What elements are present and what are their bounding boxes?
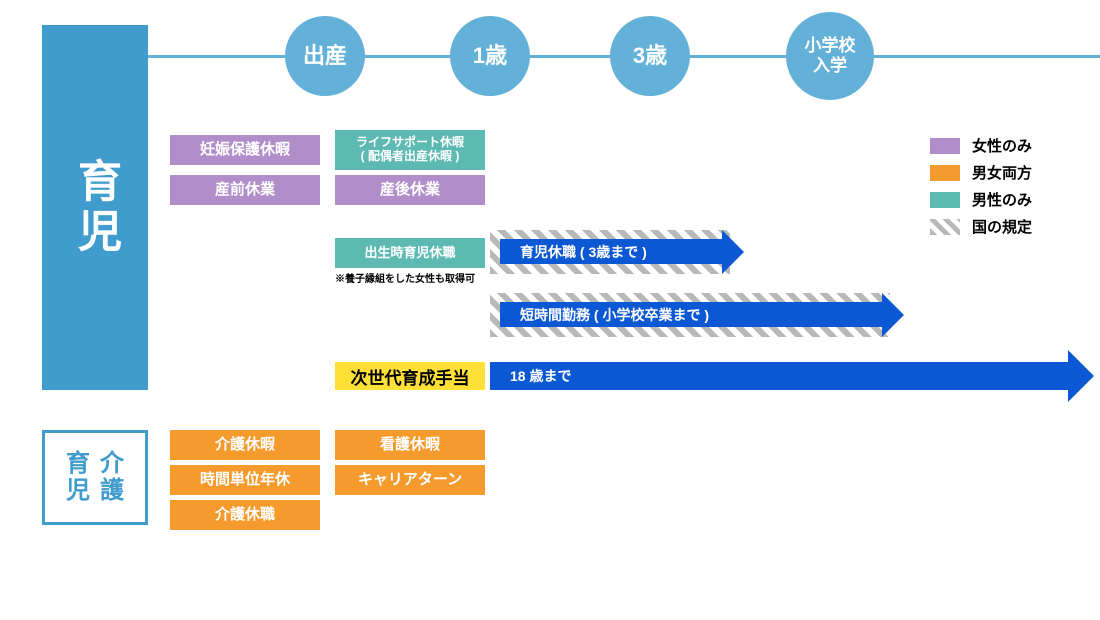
care-bar-0: 介護休暇	[170, 430, 320, 460]
allowance-next-gen-label: 次世代育成手当	[351, 364, 470, 389]
care-bar-2: 時間単位年休	[170, 465, 320, 495]
section-sub-label-2a: 介	[100, 451, 124, 477]
section-childcare-nursingcare: 育児 介護	[42, 430, 148, 525]
legend: 女性のみ男女両方男性のみ国の規定	[930, 135, 1032, 243]
section-sub-label-1a: 育	[66, 451, 90, 477]
leave-bar-3: 産後休業	[335, 175, 485, 205]
care-bar-4: 介護休職	[170, 500, 320, 530]
legend-row-2: 男性のみ	[930, 189, 1032, 210]
arrow-bar-1: 短時間勤務 ( 小学校卒業まで )	[500, 302, 882, 327]
legend-label-3: 国の規定	[972, 216, 1032, 237]
arrow-bar-0: 育児休職 ( 3歳まで )	[500, 239, 722, 264]
care-bar-3: キャリアターン	[335, 465, 485, 495]
leave-bar-0: 妊娠保護休暇	[170, 135, 320, 165]
legend-swatch-0	[930, 138, 960, 154]
leave-bar-1: ライフサポート休暇( 配偶者出産休暇 )	[335, 130, 485, 170]
legend-label-1: 男女両方	[972, 162, 1032, 183]
section-childcare-label: 育児	[63, 158, 127, 258]
legend-label-0: 女性のみ	[972, 135, 1032, 156]
care-bar-1: 看護休暇	[335, 430, 485, 460]
section-sub-label-1b: 児	[66, 478, 90, 504]
timeline-node-2: 3歳	[610, 16, 690, 96]
legend-swatch-1	[930, 165, 960, 181]
note-adoption: ※養子縁組をした女性も取得可	[335, 270, 475, 285]
section-sub-label-2b: 護	[100, 478, 124, 504]
timeline-axis	[42, 55, 1100, 58]
timeline-node-3: 小学校入学	[786, 12, 874, 100]
timeline-node-0: 出産	[285, 16, 365, 96]
legend-swatch-2	[930, 192, 960, 208]
legend-row-3: 国の規定	[930, 216, 1032, 237]
legend-row-1: 男女両方	[930, 162, 1032, 183]
timeline-node-1: 1歳	[450, 16, 530, 96]
legend-swatch-3	[930, 219, 960, 235]
leave-bar-4: 出生時育児休職	[335, 238, 485, 268]
leave-bar-2: 産前休業	[170, 175, 320, 205]
section-childcare: 育児	[42, 25, 148, 390]
allowance-next-gen: 次世代育成手当	[335, 362, 485, 390]
legend-label-2: 男性のみ	[972, 189, 1032, 210]
arrow-bar-2: 18 歳まで	[490, 362, 1068, 390]
legend-row-0: 女性のみ	[930, 135, 1032, 156]
